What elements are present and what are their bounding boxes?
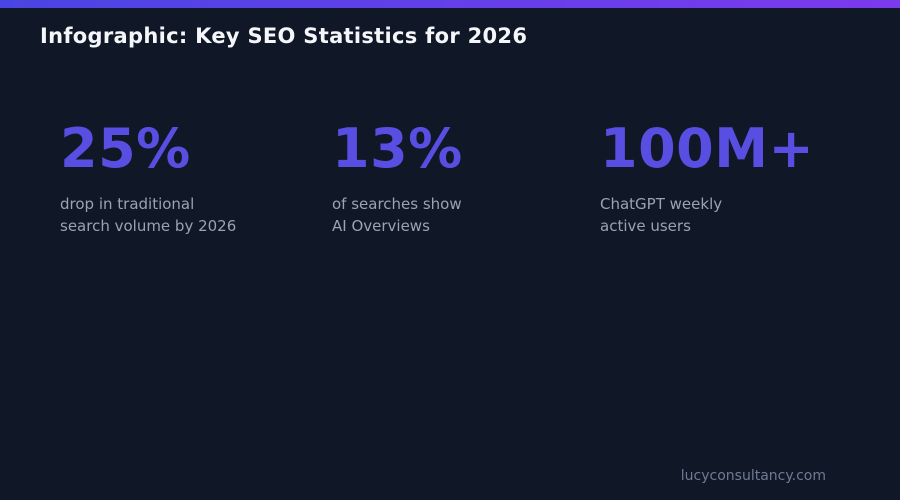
stat-label: ChatGPT weekly active users xyxy=(600,193,862,237)
stat-label: of searches show AI Overviews xyxy=(332,193,594,237)
stat-block-search-volume: 25% drop in traditional search volume by… xyxy=(60,122,322,237)
stat-value: 13% xyxy=(332,117,463,180)
stat-block-chatgpt-users: 100M+ ChatGPT weekly active users xyxy=(600,122,862,237)
stat-label-line1: drop in traditional xyxy=(60,195,195,213)
stat-value: 25% xyxy=(60,117,191,180)
stat-block-ai-overviews: 13% of searches show AI Overviews xyxy=(332,122,594,237)
stat-label-line1: ChatGPT weekly xyxy=(600,195,723,213)
stat-label: drop in traditional search volume by 202… xyxy=(60,193,322,237)
stat-label-line2: search volume by 2026 xyxy=(60,217,237,235)
accent-gradient-bar xyxy=(0,0,900,8)
stat-label-line2: active users xyxy=(600,217,691,235)
page-title: Infographic: Key SEO Statistics for 2026 xyxy=(40,24,528,48)
stat-label-line2: AI Overviews xyxy=(332,217,430,235)
footer-website-text: lucyconsultancy.com xyxy=(680,468,826,484)
stat-value: 100M+ xyxy=(600,117,815,180)
stat-label-line1: of searches show xyxy=(332,195,462,213)
